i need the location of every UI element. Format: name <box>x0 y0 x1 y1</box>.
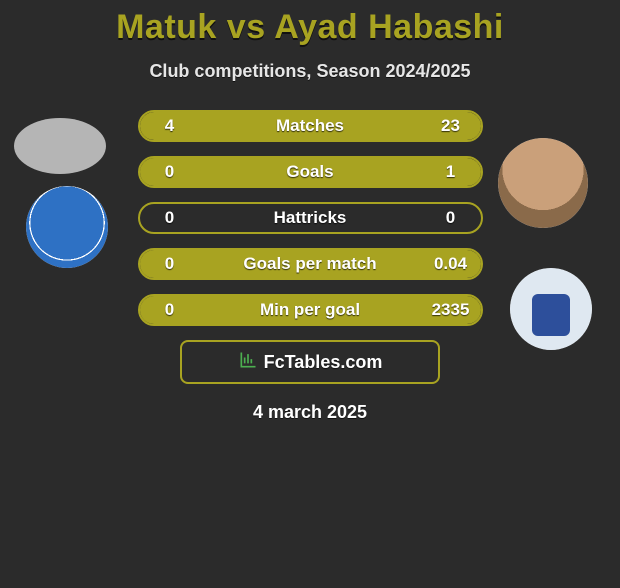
club-left-crest <box>26 186 108 268</box>
brand-box: FcTables.com <box>180 340 440 384</box>
date-label: 4 march 2025 <box>0 402 620 423</box>
stat-value-left: 0 <box>140 208 200 228</box>
stat-label: Goals <box>200 162 421 182</box>
stat-label: Matches <box>200 116 421 136</box>
stat-row: 0Min per goal2335 <box>138 294 483 326</box>
chart-icon <box>238 350 258 375</box>
player-right-avatar <box>498 138 588 228</box>
page-title: Matuk vs Ayad Habashi <box>0 8 620 47</box>
stat-value-left: 0 <box>140 162 200 182</box>
stat-label: Goals per match <box>200 254 421 274</box>
stats-container: 4Matches230Goals10Hattricks00Goals per m… <box>138 110 483 326</box>
stat-value-left: 4 <box>140 116 200 136</box>
stat-row: 0Hattricks0 <box>138 202 483 234</box>
player-left-avatar <box>14 118 106 174</box>
stat-row: 0Goals1 <box>138 156 483 188</box>
stat-value-left: 0 <box>140 254 200 274</box>
stat-row: 0Goals per match0.04 <box>138 248 483 280</box>
stat-label: Min per goal <box>200 300 421 320</box>
brand-label: FcTables.com <box>264 352 383 373</box>
stat-value-right: 23 <box>421 116 481 136</box>
stat-row: 4Matches23 <box>138 110 483 142</box>
stat-value-right: 0 <box>421 208 481 228</box>
stat-value-right: 0.04 <box>421 254 481 274</box>
stat-label: Hattricks <box>200 208 421 228</box>
season-subtitle: Club competitions, Season 2024/2025 <box>0 61 620 82</box>
stat-value-right: 1 <box>421 162 481 182</box>
club-right-crest <box>510 268 592 350</box>
stat-value-left: 0 <box>140 300 200 320</box>
stat-value-right: 2335 <box>421 300 481 320</box>
